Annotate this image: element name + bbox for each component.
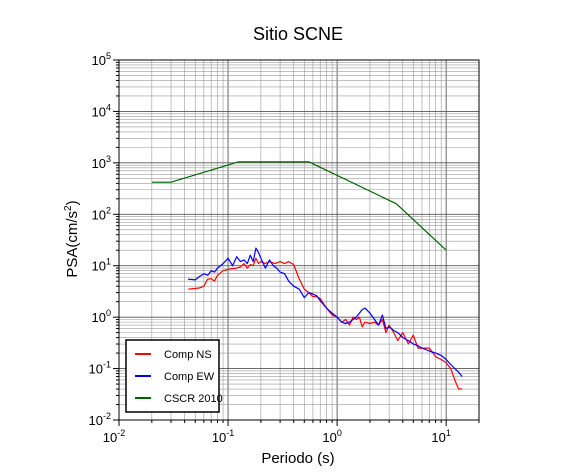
tick-base: 10	[92, 53, 106, 68]
series-line-0	[188, 257, 463, 390]
legend-label: Comp EW	[164, 371, 215, 383]
tick-exponent: 5	[106, 51, 111, 61]
tick-exponent: 1	[446, 428, 451, 438]
tick-base: 10	[431, 430, 445, 445]
tick-base: 10	[89, 362, 103, 377]
y-tick-label: 104	[92, 102, 111, 119]
chart-title: Sitio SCNE	[253, 24, 343, 44]
tick-exponent: -1	[103, 360, 111, 370]
legend-label: CSCR 2010	[164, 393, 223, 405]
tick-base: 10	[89, 413, 103, 428]
tick-exponent: 4	[106, 102, 111, 112]
y-tick-label: 101	[92, 257, 111, 274]
y-tick-label: 103	[92, 154, 111, 171]
series-line-1	[188, 247, 463, 377]
x-tick-label: 10-1	[212, 428, 234, 445]
y-tick-label: 10-2	[89, 411, 111, 428]
tick-exponent: 2	[106, 205, 111, 215]
x-tick-label: 101	[431, 428, 450, 445]
x-tick-label: 10-2	[103, 428, 125, 445]
tick-exponent: -1	[226, 428, 234, 438]
grid-lines	[118, 59, 480, 421]
tick-exponent: 3	[106, 154, 111, 164]
plot-frame	[118, 59, 480, 421]
tick-base: 10	[92, 310, 106, 325]
y-axis-title-superscript: 2	[63, 205, 74, 211]
tick-exponent: 0	[337, 428, 342, 438]
x-axis-title: Periodo (s)	[261, 450, 334, 467]
series-lines	[151, 161, 463, 390]
tick-base: 10	[92, 156, 106, 171]
y-tick-label: 105	[92, 51, 111, 68]
series-line-2	[151, 161, 447, 251]
y-axis-title-text: PSA(cm/s	[64, 211, 81, 278]
y-tick-label: 100	[92, 308, 111, 325]
tick-exponent: 0	[106, 308, 111, 318]
y-tick-label: 10-1	[89, 360, 111, 377]
tick-exponent: -2	[103, 411, 111, 421]
y-axis-title: PSA(cm/s2)	[63, 200, 81, 277]
tick-base: 10	[92, 259, 106, 274]
tick-base: 10	[322, 430, 336, 445]
tick-exponent: -2	[117, 428, 125, 438]
x-tick-label: 100	[322, 428, 341, 445]
legend: Comp NS Comp EW CSCR 2010	[125, 339, 223, 413]
y-axis-title-close: )	[64, 200, 81, 205]
tick-base: 10	[212, 430, 226, 445]
tick-base: 10	[92, 104, 106, 119]
tick-exponent: 1	[106, 257, 111, 267]
tick-base: 10	[92, 207, 106, 222]
y-tick-label: 102	[92, 205, 111, 222]
tick-base: 10	[103, 430, 117, 445]
legend-label: Comp NS	[164, 349, 212, 361]
